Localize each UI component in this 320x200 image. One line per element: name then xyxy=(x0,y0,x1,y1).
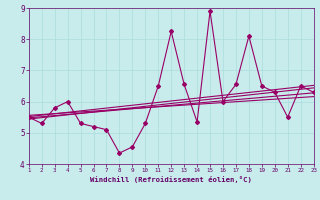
X-axis label: Windchill (Refroidissement éolien,°C): Windchill (Refroidissement éolien,°C) xyxy=(90,176,252,183)
